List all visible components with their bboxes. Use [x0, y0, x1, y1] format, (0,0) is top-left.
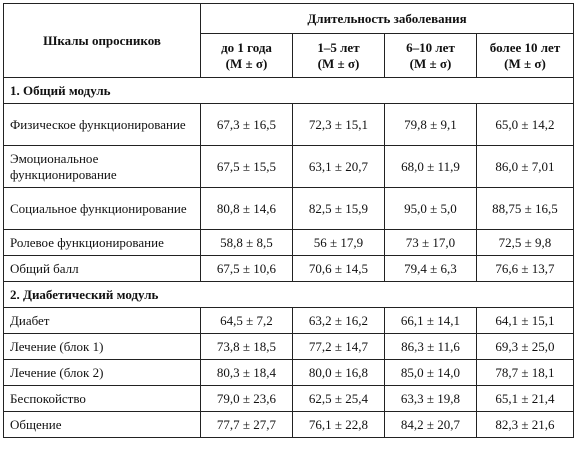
- value-cell: 56 ± 17,9: [292, 229, 385, 256]
- value-cell: 77,7 ± 27,7: [200, 411, 293, 438]
- value-cell: 63,2 ± 16,2: [292, 307, 385, 334]
- value-cell: 88,75 ± 16,5: [476, 187, 574, 230]
- column-header: 1–5 лет (M ± σ): [292, 33, 385, 78]
- column-header-label: более 10 лет: [489, 39, 561, 55]
- value-cell: 79,4 ± 6,3: [384, 255, 477, 282]
- value-cell: 62,5 ± 25,4: [292, 385, 385, 412]
- table-row: Физическое функционирование 67,3 ± 16,5 …: [3, 103, 574, 146]
- value-cell: 84,2 ± 20,7: [384, 411, 477, 438]
- value-cell: 65,1 ± 21,4: [476, 385, 574, 412]
- value-cell: 77,2 ± 14,7: [292, 333, 385, 360]
- column-header-stat: (M ± σ): [225, 55, 268, 71]
- value-cell: 67,5 ± 10,6: [200, 255, 293, 282]
- value-cell: 65,0 ± 14,2: [476, 103, 574, 146]
- value-cell: 76,1 ± 22,8: [292, 411, 385, 438]
- results-table: Шкалы опросников Длительность заболевани…: [3, 3, 574, 438]
- column-header-stat: (M ± σ): [504, 55, 546, 71]
- row-label: Лечение (блок 2): [3, 359, 201, 386]
- value-cell: 82,3 ± 21,6: [476, 411, 574, 438]
- value-cell: 63,1 ± 20,7: [292, 145, 385, 188]
- row-label: Ролевое функционирование: [3, 229, 201, 256]
- value-cell: 80,3 ± 18,4: [200, 359, 293, 386]
- value-cell: 72,5 ± 9,8: [476, 229, 574, 256]
- table-row: Эмоциональное функционирование 67,5 ± 15…: [3, 145, 574, 188]
- section-row: 2. Диабетический модуль: [3, 281, 574, 308]
- column-header-label: до 1 года: [221, 39, 272, 55]
- value-cell: 69,3 ± 25,0: [476, 333, 574, 360]
- value-cell: 67,3 ± 16,5: [200, 103, 293, 146]
- row-label: Общение: [3, 411, 201, 438]
- value-cell: 85,0 ± 14,0: [384, 359, 477, 386]
- value-cell: 73 ± 17,0: [384, 229, 477, 256]
- row-label: Беспокойство: [3, 385, 201, 412]
- section-title: 1. Общий модуль: [3, 77, 574, 104]
- table-row: Диабет 64,5 ± 7,2 63,2 ± 16,2 66,1 ± 14,…: [3, 307, 574, 334]
- value-cell: 70,6 ± 14,5: [292, 255, 385, 282]
- value-cell: 78,7 ± 18,1: [476, 359, 574, 386]
- value-cell: 80,0 ± 16,8: [292, 359, 385, 386]
- column-header-label: 1–5 лет: [317, 39, 360, 55]
- value-cell: 58,8 ± 8,5: [200, 229, 293, 256]
- column-header: 6–10 лет (M ± σ): [384, 33, 477, 78]
- column-header: более 10 лет (M ± σ): [476, 33, 574, 78]
- value-cell: 73,8 ± 18,5: [200, 333, 293, 360]
- value-cell: 80,8 ± 14,6: [200, 187, 293, 230]
- table-row: Лечение (блок 1) 73,8 ± 18,5 77,2 ± 14,7…: [3, 333, 574, 360]
- row-label: Общий балл: [3, 255, 201, 282]
- value-cell: 64,5 ± 7,2: [200, 307, 293, 334]
- value-cell: 86,0 ± 7,01: [476, 145, 574, 188]
- table-row: Общий балл 67,5 ± 10,6 70,6 ± 14,5 79,4 …: [3, 255, 574, 282]
- value-cell: 64,1 ± 15,1: [476, 307, 574, 334]
- group-header-cell: Длительность заболевания: [200, 3, 574, 34]
- results-table-container: Шкалы опросников Длительность заболевани…: [3, 3, 574, 438]
- section-row: 1. Общий модуль: [3, 77, 574, 104]
- table-row: Общение 77,7 ± 27,7 76,1 ± 22,8 84,2 ± 2…: [3, 411, 574, 438]
- value-cell: 86,3 ± 11,6: [384, 333, 477, 360]
- column-header-stat: (M ± σ): [409, 55, 452, 71]
- column-header-label: 6–10 лет: [406, 39, 455, 55]
- row-label: Лечение (блок 1): [3, 333, 201, 360]
- value-cell: 67,5 ± 15,5: [200, 145, 293, 188]
- table-row: Лечение (блок 2) 80,3 ± 18,4 80,0 ± 16,8…: [3, 359, 574, 386]
- value-cell: 76,6 ± 13,7: [476, 255, 574, 282]
- section-title: 2. Диабетический модуль: [3, 281, 574, 308]
- row-label: Эмоциональное функционирование: [3, 145, 201, 188]
- column-header-stat: (M ± σ): [317, 55, 360, 71]
- value-cell: 68,0 ± 11,9: [384, 145, 477, 188]
- value-cell: 66,1 ± 14,1: [384, 307, 477, 334]
- row-header-cell: Шкалы опросников: [3, 3, 201, 78]
- table-header: Шкалы опросников Длительность заболевани…: [3, 3, 574, 78]
- table-body: 1. Общий модуль Физическое функционирова…: [3, 77, 574, 438]
- column-header: до 1 года (M ± σ): [200, 33, 293, 78]
- row-label: Физическое функционирование: [3, 103, 201, 146]
- table-row: Беспокойство 79,0 ± 23,6 62,5 ± 25,4 63,…: [3, 385, 574, 412]
- table-row: Ролевое функционирование 58,8 ± 8,5 56 ±…: [3, 229, 574, 256]
- value-cell: 95,0 ± 5,0: [384, 187, 477, 230]
- value-cell: 63,3 ± 19,8: [384, 385, 477, 412]
- value-cell: 82,5 ± 15,9: [292, 187, 385, 230]
- value-cell: 79,8 ± 9,1: [384, 103, 477, 146]
- value-cell: 79,0 ± 23,6: [200, 385, 293, 412]
- row-label: Социальное функционирование: [3, 187, 201, 230]
- row-label: Диабет: [3, 307, 201, 334]
- value-cell: 72,3 ± 15,1: [292, 103, 385, 146]
- table-row: Социальное функционирование 80,8 ± 14,6 …: [3, 187, 574, 230]
